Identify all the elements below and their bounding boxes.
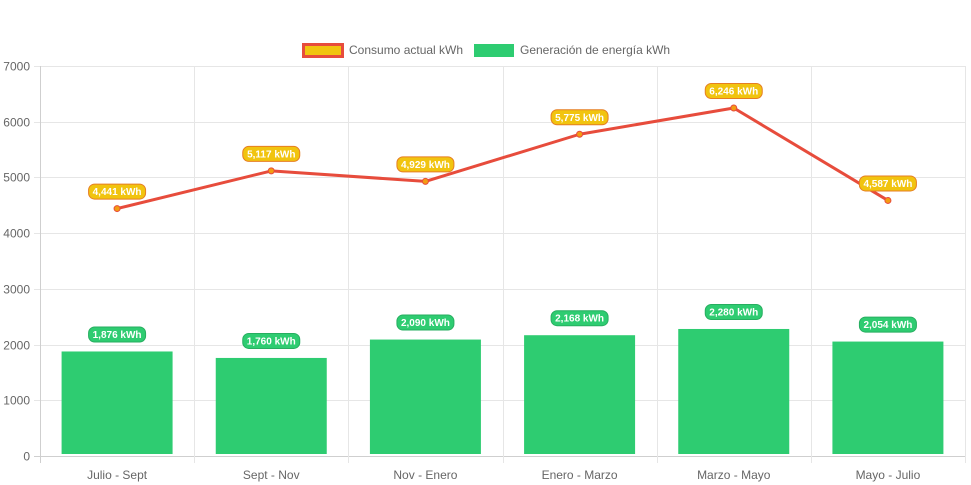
data-label: 2,090 kWh [401, 318, 450, 329]
y-tick-label: 0 [23, 450, 30, 464]
grid [34, 66, 966, 463]
data-label-box [550, 109, 609, 126]
legend-swatch-consumo [302, 43, 344, 58]
line-series [113, 104, 892, 213]
line-point [730, 104, 738, 112]
data-label-box [242, 145, 301, 162]
data-label: 4,587 kWh [863, 179, 912, 190]
data-label-box [550, 310, 609, 327]
legend-swatch-generacion [474, 44, 514, 57]
y-tick-label: 3000 [3, 283, 30, 297]
data-label: 2,054 kWh [863, 320, 912, 331]
data-label: 2,168 kWh [555, 314, 604, 325]
data-label-box [88, 326, 147, 343]
bar-series [61, 328, 944, 454]
data-label-box [396, 156, 455, 173]
x-tick-label: Enero - Marzo [542, 468, 618, 482]
data-label-box [396, 314, 455, 331]
data-label: 4,929 kWh [401, 160, 450, 171]
x-tick-label: Marzo - Mayo [697, 468, 771, 482]
x-tick-label: Nov - Enero [393, 468, 457, 482]
data-label-box [704, 83, 763, 100]
legend-label-consumo: Consumo actual kWh [349, 43, 463, 57]
line-path [116, 106, 889, 211]
bar [369, 339, 481, 454]
x-tick-label: Julio - Sept [87, 468, 148, 482]
line-point [884, 196, 892, 204]
data-label-box [242, 332, 301, 349]
y-tick-label: 7000 [3, 60, 30, 74]
bar [678, 328, 790, 454]
bar [61, 351, 173, 454]
data-label: 1,876 kWh [93, 330, 142, 341]
line-point [421, 177, 429, 185]
bar [832, 341, 944, 454]
x-tick-label: Sept - Nov [243, 468, 300, 482]
y-tick-label: 5000 [3, 171, 30, 185]
legend-label-generacion: Generación de energía kWh [520, 43, 670, 57]
data-label: 4,441 kWh [93, 187, 142, 198]
data-label-box [858, 175, 917, 192]
data-label-box [88, 183, 147, 200]
y-tick-label: 1000 [3, 394, 30, 408]
line-point [267, 167, 275, 175]
data-label-box [704, 303, 763, 320]
x-tick-label: Mayo - Julio [856, 468, 921, 482]
data-label: 5,117 kWh [247, 149, 295, 160]
data-label-box [858, 316, 917, 333]
line-point [576, 130, 584, 138]
data-label: 5,775 kWh [555, 113, 604, 124]
data-label: 6,246 kWh [709, 87, 758, 98]
data-labels: 4,441 kWh 5,117 kWh 4,929 kWh 5,775 kWh 6,24… [88, 83, 917, 349]
bar [215, 357, 327, 454]
y-tick-label: 4000 [3, 227, 30, 241]
axes: 0 1000 2000 3000 4000 5000 6000 7000 Julio - Sep… [3, 60, 920, 483]
bar [524, 335, 636, 454]
data-label: 1,760 kWh [247, 336, 296, 347]
y-tick-label: 2000 [3, 339, 30, 353]
data-label: 2,280 kWh [709, 307, 758, 318]
y-tick-label: 6000 [3, 116, 30, 130]
legend: Consumo actual kWh Generación de energía … [302, 43, 670, 58]
line-point [113, 205, 121, 213]
